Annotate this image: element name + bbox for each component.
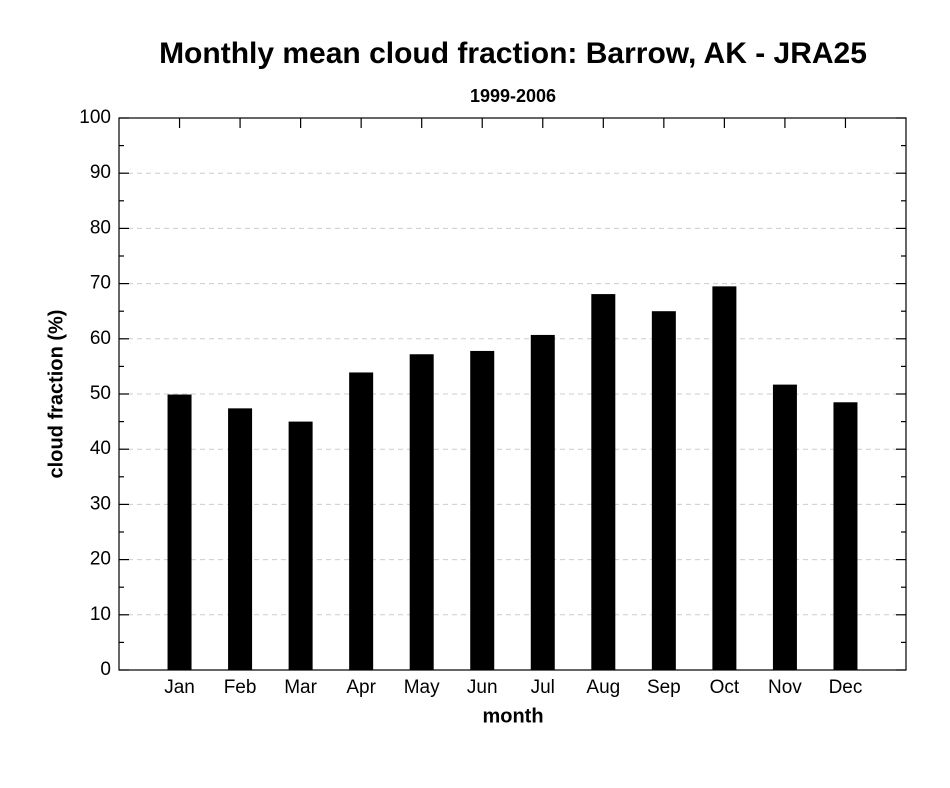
x-tick-label: Jan [164,677,195,698]
y-tick-label: 30 [90,493,111,514]
y-tick-label: 0 [100,659,111,680]
bar [772,384,797,670]
bar [167,394,192,670]
x-tick-label: Aug [586,677,620,698]
bar [288,421,313,670]
x-tick-label: Jun [467,677,498,698]
bar [409,354,434,670]
y-tick-label: 50 [90,383,111,404]
chart-subtitle: 1999-2006 [470,86,556,106]
y-tick-label: 40 [90,438,111,459]
x-tick-label: Nov [768,677,802,698]
x-axis-label: month [482,705,543,727]
bar [833,402,858,670]
x-tick-label: Feb [224,677,257,698]
chart-title: Monthly mean cloud fraction: Barrow, AK … [159,37,867,70]
y-tick-label: 80 [90,217,111,238]
x-tick-label: Oct [710,677,740,698]
bar [349,372,374,670]
bar [530,334,555,670]
bar [712,286,737,670]
bar [591,294,616,670]
y-tick-label: 10 [90,604,111,625]
bar [651,311,676,670]
bar [228,408,253,670]
plot-frame [118,117,907,671]
y-axis-label: cloud fraction (%) [45,310,67,479]
x-tick-label: Jul [531,677,555,698]
x-tick-label: Mar [284,677,317,698]
y-tick-label: 90 [90,162,111,183]
y-tick-label: 60 [90,328,111,349]
x-tick-label: Apr [346,677,376,698]
x-tick-label: Sep [647,677,681,698]
y-tick-label: 100 [79,107,111,128]
x-tick-label: May [404,677,440,698]
x-tick-label: Dec [829,677,863,698]
y-tick-label: 20 [90,549,111,570]
bar [470,350,495,670]
y-tick-label: 70 [90,273,111,294]
